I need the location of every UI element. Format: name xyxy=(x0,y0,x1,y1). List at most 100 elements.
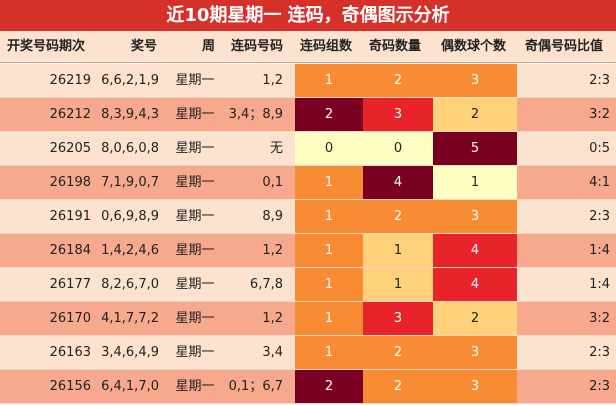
table-row: 26205 8,0,6,0,8 星期一无 0 0 5 0:5 xyxy=(0,132,616,166)
cell-odd: 1 xyxy=(363,268,433,301)
header-issue: 开奖号码期次 xyxy=(7,39,86,54)
table-row: 26177 8,2,6,7,0 星期一 6,7,8 1 1 4 1:4 xyxy=(0,268,616,302)
cell-week: 星期一 xyxy=(175,175,215,190)
cell-numbers: 8,2,6,7,0 xyxy=(101,277,159,292)
page-title: 近10期星期一 连码，奇偶图示分析 xyxy=(0,0,616,31)
header-odd: 奇码数量 xyxy=(369,39,422,54)
cell-even: 1 xyxy=(433,166,517,199)
cell-week: 星期一 xyxy=(175,379,215,394)
cell-week: 星期一 xyxy=(175,209,215,224)
cell-numbers: 6,6,2,1,9 xyxy=(101,73,159,88)
cell-groups: 2 xyxy=(295,370,363,403)
table-row: 26212 8,3,9,4,3 星期一 3,4；8,9 2 3 2 3:2 xyxy=(0,98,616,132)
cell-groups: 1 xyxy=(295,302,363,335)
cell-ratio: 3:2 xyxy=(589,311,610,326)
cell-groups: 2 xyxy=(295,98,363,131)
cell-consec: 无 xyxy=(269,141,283,156)
cell-consec: 3,4 xyxy=(262,345,283,360)
cell-consec: 8,9 xyxy=(262,209,283,224)
cell-odd: 2 xyxy=(363,200,433,233)
cell-odd: 2 xyxy=(363,370,433,403)
cell-issue: 26191 xyxy=(49,209,91,224)
cell-groups: 1 xyxy=(295,336,363,369)
cell-numbers: 6,4,1,7,0 xyxy=(101,379,159,394)
cell-groups: 1 xyxy=(295,166,363,199)
cell-week: 星期一 xyxy=(175,107,215,122)
cell-consec: 0,1 xyxy=(262,175,283,190)
cell-issue: 26170 xyxy=(49,311,91,326)
cell-ratio: 2:3 xyxy=(589,379,610,394)
table-row: 26198 7,1,9,0,7 星期一 0,1 1 4 1 4:1 xyxy=(0,166,616,200)
cell-odd: 3 xyxy=(363,302,433,335)
cell-even: 3 xyxy=(433,200,517,233)
table-row: 26219 6,6,2,1,9 星期一 1,2 1 2 3 2:3 xyxy=(0,64,616,98)
header-even: 偶数球个数 xyxy=(441,39,507,54)
cell-numbers: 8,0,6,0,8 xyxy=(101,141,159,156)
header-week: 周 xyxy=(202,39,216,54)
cell-consec: 1,2 xyxy=(262,311,283,326)
cell-issue: 26219 xyxy=(49,73,91,88)
cell-week: 星期一 xyxy=(175,73,215,88)
table-row: 26156 6,4,1,7,0 星期一 0,1；6,7 2 2 3 2:3 xyxy=(0,370,616,404)
cell-consec: 3,4；8,9 xyxy=(228,107,283,122)
cell-week: 星期一 xyxy=(175,277,215,292)
cell-even: 3 xyxy=(433,370,517,403)
cell-groups: 0 xyxy=(295,132,363,165)
cell-issue: 26156 xyxy=(49,379,91,394)
cell-groups: 1 xyxy=(295,268,363,301)
cell-issue: 26198 xyxy=(49,175,91,190)
row-divider xyxy=(0,267,616,268)
cell-consec: 6,7,8 xyxy=(249,277,283,292)
cell-even: 2 xyxy=(433,302,517,335)
cell-consec: 1,2 xyxy=(262,243,283,258)
cell-ratio: 1:4 xyxy=(589,277,610,292)
cell-issue: 26163 xyxy=(49,345,91,360)
cell-numbers: 3,4,6,4,9 xyxy=(101,345,159,360)
cell-even: 4 xyxy=(433,268,517,301)
header-numbers: 奖号 xyxy=(131,39,158,54)
cell-numbers: 8,3,9,4,3 xyxy=(101,107,159,122)
row-divider xyxy=(0,301,616,302)
table-row: 26170 4,1,7,7,2 星期一 1,2 1 3 2 3:2 xyxy=(0,302,616,336)
cell-even: 2 xyxy=(433,98,517,131)
cell-week: 星期一 xyxy=(175,345,215,360)
row-divider xyxy=(0,97,616,98)
cell-numbers: 4,1,7,7,2 xyxy=(101,311,159,326)
row-divider xyxy=(0,233,616,234)
cell-odd: 0 xyxy=(363,132,433,165)
table-header: 开奖号码期次 奖号 周 连码号码 连码组数 奇码数量 偶数球个数 奇偶号码比值 xyxy=(0,31,616,63)
cell-odd: 2 xyxy=(363,336,433,369)
cell-ratio: 2:3 xyxy=(589,73,610,88)
cell-numbers: 1,4,2,4,6 xyxy=(101,243,159,258)
cell-issue: 26212 xyxy=(49,107,91,122)
cell-issue: 26205 xyxy=(49,141,91,156)
cell-numbers: 7,1,9,0,7 xyxy=(101,175,159,190)
header-groups: 连码组数 xyxy=(300,39,353,54)
cell-ratio: 2:3 xyxy=(589,209,610,224)
cell-even: 3 xyxy=(433,336,517,369)
table-row: 26184 1,4,2,4,6 星期一 1,2 1 1 4 1:4 xyxy=(0,234,616,268)
cell-ratio: 1:4 xyxy=(589,243,610,258)
cell-even: 3 xyxy=(433,64,517,97)
table-row: 26163 3,4,6,4,9 星期一 3,4 1 2 3 2:3 xyxy=(0,336,616,370)
cell-week: 星期一 xyxy=(175,311,215,326)
cell-ratio: 2:3 xyxy=(589,345,610,360)
cell-odd: 2 xyxy=(363,64,433,97)
cell-ratio: 3:2 xyxy=(589,107,610,122)
table-row: 26191 0,6,9,8,9 星期一 8,9 1 2 3 2:3 xyxy=(0,200,616,234)
cell-ratio: 0:5 xyxy=(589,141,610,156)
cell-week: 星期一 xyxy=(175,243,215,258)
cell-groups: 1 xyxy=(295,200,363,233)
row-divider xyxy=(0,199,616,200)
cell-even: 4 xyxy=(433,234,517,267)
cell-odd: 4 xyxy=(363,166,433,199)
cell-week: 星期一 xyxy=(175,141,215,156)
header-consec: 连码号码 xyxy=(231,39,284,54)
cell-even: 5 xyxy=(433,132,517,165)
cell-odd: 1 xyxy=(363,234,433,267)
cell-consec: 1,2 xyxy=(262,73,283,88)
cell-groups: 1 xyxy=(295,234,363,267)
row-divider xyxy=(0,131,616,132)
cell-numbers: 0,6,9,8,9 xyxy=(101,209,159,224)
